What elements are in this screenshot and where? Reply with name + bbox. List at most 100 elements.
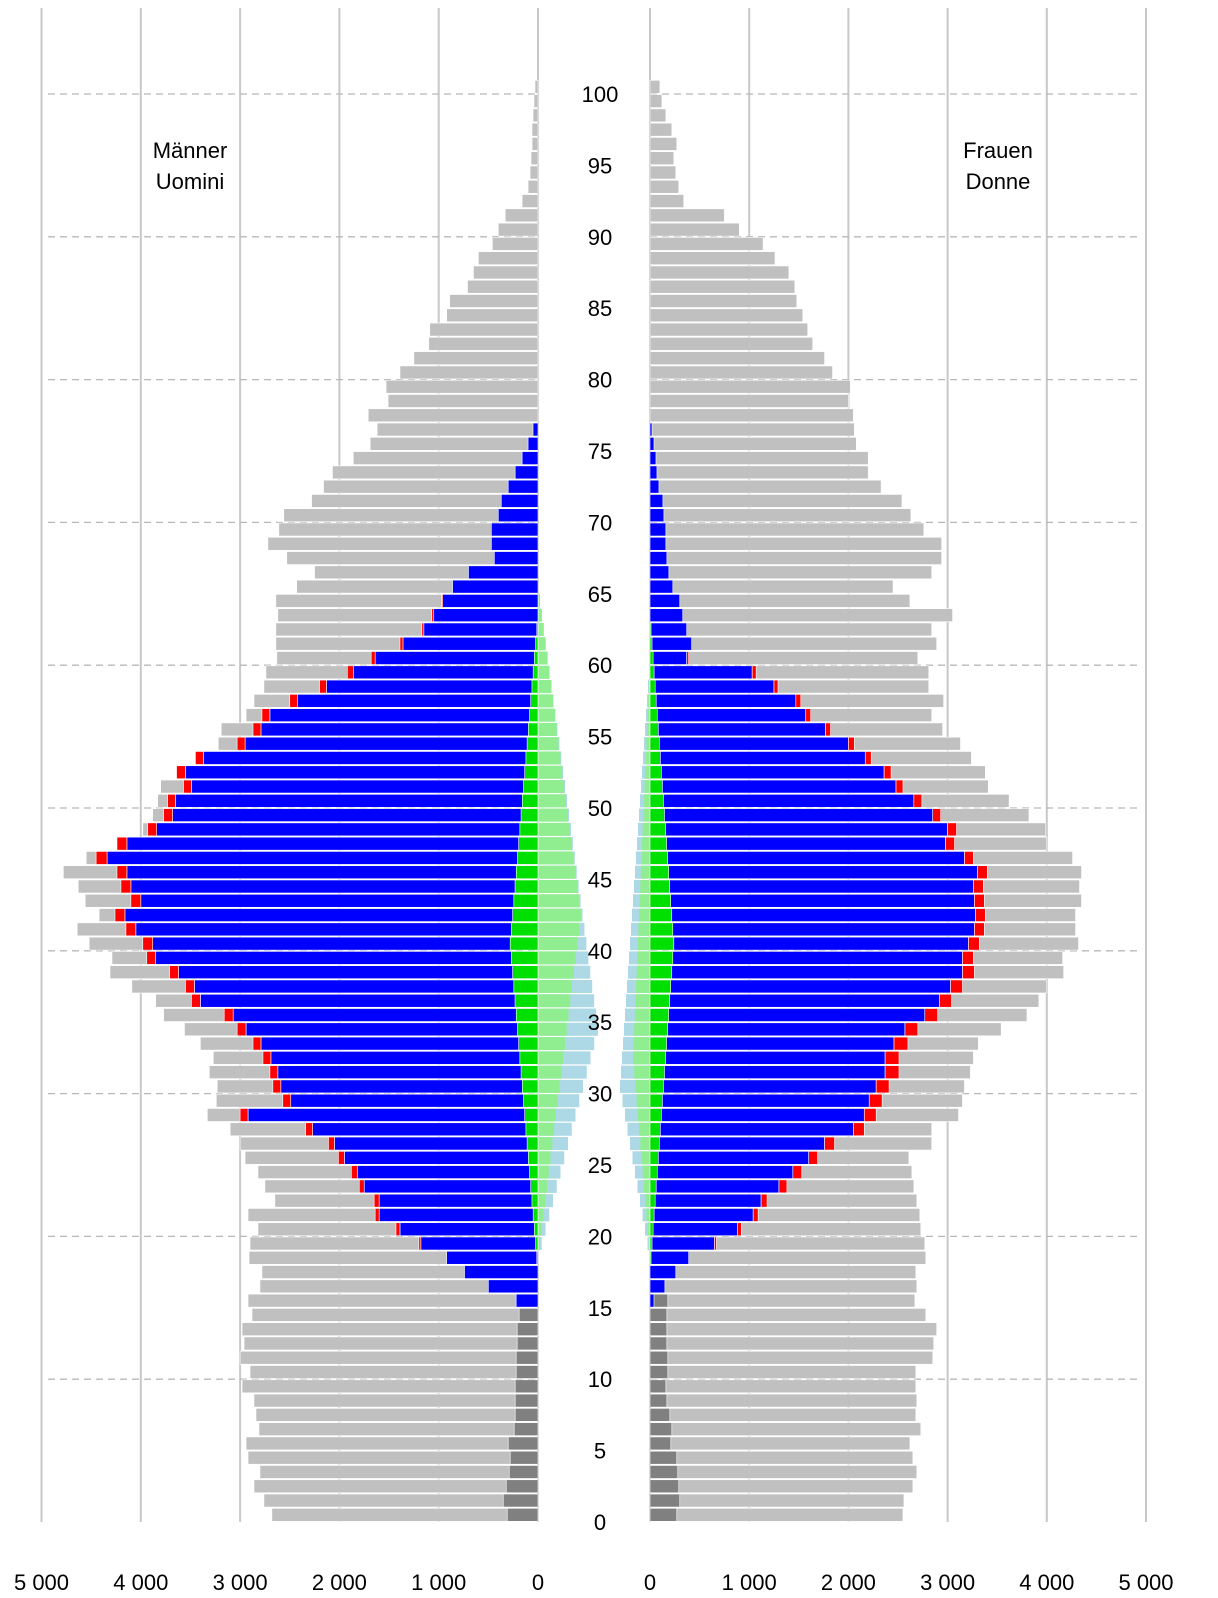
women-unemployed-bar-43 bbox=[974, 893, 985, 908]
women-employed-bar-50 bbox=[649, 794, 915, 808]
women-employed-bar-15 bbox=[649, 1293, 655, 1308]
women-employed-bar-57 bbox=[649, 694, 797, 708]
women-employed-bar-70 bbox=[649, 508, 665, 523]
men-total-bar-15 bbox=[247, 1293, 539, 1308]
women-unemployed-bar-38 bbox=[962, 965, 975, 979]
men-unemployed-bar-40 bbox=[142, 936, 154, 951]
men-total-bar-73 bbox=[332, 465, 539, 480]
men-employed-bar-23 bbox=[363, 1179, 539, 1194]
men-green-bar-18 bbox=[536, 1250, 539, 1265]
men-children-bar-0 bbox=[506, 1508, 539, 1522]
women-light-green-29 bbox=[636, 1094, 650, 1108]
men-total-bar-74 bbox=[353, 451, 539, 465]
women-unemployed-bar-35 bbox=[924, 1008, 938, 1022]
men-total-bar-79 bbox=[385, 379, 539, 394]
men-unemployed-bar-60 bbox=[370, 651, 376, 665]
age-tick-label-70: 70 bbox=[588, 510, 612, 535]
women-green-bar-27 bbox=[649, 1122, 661, 1137]
women-bars bbox=[649, 80, 1082, 1522]
women-employed-bar-16 bbox=[649, 1279, 666, 1294]
women-green-bar-54 bbox=[649, 736, 660, 751]
women-light-green-31 bbox=[634, 1065, 650, 1079]
women-light-green-37 bbox=[636, 979, 650, 993]
women-light-green-46 bbox=[641, 851, 650, 865]
women-employed-bar-28 bbox=[649, 1108, 865, 1122]
women-employed-bar-35 bbox=[649, 1008, 926, 1022]
men-employed-bar-33 bbox=[260, 1036, 539, 1051]
men-employed-bar-30 bbox=[280, 1079, 539, 1094]
women-total-bar-16 bbox=[649, 1279, 918, 1294]
age-tick-label-100: 100 bbox=[582, 82, 619, 107]
men-employed-bar-53 bbox=[203, 751, 539, 765]
women-x-tick-label-2: 2 000 bbox=[821, 1570, 876, 1595]
men-total-bar-80 bbox=[399, 365, 539, 380]
women-children-bar-7 bbox=[649, 1408, 671, 1422]
age-tick-label-95: 95 bbox=[588, 153, 612, 178]
men-total-bar-95 bbox=[530, 151, 539, 166]
women-employed-bar-71 bbox=[649, 494, 664, 508]
women-total-bar-71 bbox=[649, 494, 903, 508]
men-unemployed-bar-53 bbox=[195, 751, 204, 765]
axis-labels: 0 5 10 15 20 25 30 35 40 45 50 55 60 65 70 75 80 85 90 95 10… bbox=[14, 82, 1174, 1595]
women-green-bar-40 bbox=[649, 936, 675, 951]
women-employed-bar-36 bbox=[649, 993, 940, 1008]
men-unemployed-bar-39 bbox=[146, 951, 156, 965]
women-light-green-25 bbox=[641, 1151, 650, 1165]
men-light-green-55 bbox=[538, 722, 557, 736]
women-total-bar-92 bbox=[649, 194, 685, 208]
women-unemployed-bar-29 bbox=[868, 1093, 883, 1108]
men-green-bar-39 bbox=[511, 951, 539, 965]
women-total-bar-8 bbox=[649, 1393, 918, 1408]
men-employed-bar-44 bbox=[130, 879, 539, 894]
men-x-tick-label-5: 0 bbox=[532, 1570, 544, 1595]
men-unemployed-bar-30 bbox=[272, 1079, 282, 1094]
men-green-bar-23 bbox=[530, 1179, 539, 1194]
men-unemployed-bar-50 bbox=[167, 794, 176, 808]
women-green-bar-22 bbox=[649, 1193, 656, 1208]
men-green-bar-30 bbox=[521, 1079, 539, 1094]
men-total-bar-1 bbox=[263, 1493, 539, 1508]
men-unemployed-bar-26 bbox=[328, 1136, 335, 1151]
women-employed-bar-32 bbox=[649, 1051, 886, 1065]
men-employed-bar-50 bbox=[175, 794, 539, 808]
men-employed-bar-46 bbox=[106, 851, 539, 865]
women-unemployed-bar-24 bbox=[792, 1165, 803, 1179]
men-light-green-34 bbox=[538, 1022, 567, 1036]
men-light-green-24 bbox=[538, 1165, 549, 1179]
men-green-bar-47 bbox=[518, 836, 539, 851]
women-children-bar-3 bbox=[649, 1465, 679, 1479]
men-unemployed-bar-29 bbox=[282, 1093, 292, 1108]
men-unemployed-bar-25 bbox=[338, 1151, 345, 1165]
men-total-bar-5 bbox=[245, 1436, 539, 1451]
women-employed-bar-31 bbox=[649, 1065, 886, 1079]
men-employed-bar-27 bbox=[312, 1122, 539, 1137]
men-migrant-wedges bbox=[538, 594, 598, 1250]
men-employed-bar-22 bbox=[378, 1193, 539, 1208]
men-green-bar-40 bbox=[509, 936, 539, 951]
men-employed-bar-25 bbox=[344, 1151, 539, 1165]
men-employed-bar-60 bbox=[374, 651, 539, 665]
men-unemployed-bar-27 bbox=[305, 1122, 313, 1137]
men-employed-bar-54 bbox=[244, 736, 539, 751]
men-green-bar-46 bbox=[517, 851, 539, 865]
women-employed-bar-46 bbox=[649, 851, 965, 865]
men-unemployed-bar-63 bbox=[431, 608, 435, 622]
men-green-bar-62 bbox=[536, 622, 539, 637]
women-employed-bar-76 bbox=[649, 422, 653, 437]
men-green-bar-48 bbox=[519, 822, 539, 837]
men-employed-bar-66 bbox=[468, 565, 539, 580]
women-total-bar-84 bbox=[649, 308, 804, 323]
women-employed-bar-68 bbox=[649, 536, 667, 551]
men-unemployed-bar-58 bbox=[319, 679, 327, 694]
women-children-bar-14 bbox=[649, 1308, 668, 1322]
men-total-bar-77 bbox=[367, 408, 539, 423]
women-employed-bar-38 bbox=[649, 965, 963, 979]
women-green-bar-30 bbox=[649, 1079, 664, 1094]
men-unemployed-bar-36 bbox=[191, 993, 201, 1008]
women-green-bar-20 bbox=[649, 1222, 654, 1237]
men-employed-bar-21 bbox=[378, 1208, 539, 1222]
women-light-green-34 bbox=[634, 1022, 650, 1036]
men-light-green-42 bbox=[538, 908, 581, 922]
women-total-bar-66 bbox=[649, 565, 933, 580]
